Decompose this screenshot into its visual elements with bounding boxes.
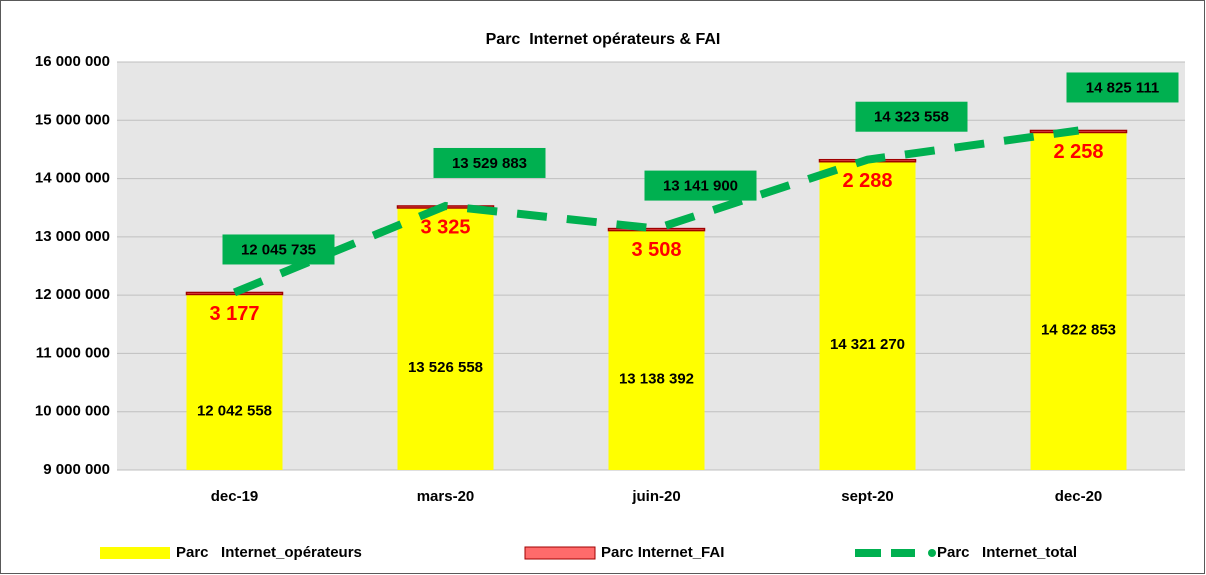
legend-label: Parc Internet_total [937, 544, 1077, 561]
value-label: 3 508 [631, 239, 681, 261]
value-label: 13 529 883 [452, 155, 527, 172]
value-label: 13 526 558 [408, 359, 483, 376]
label-box [1066, 72, 1179, 103]
legend-swatch [100, 547, 170, 559]
x-tick-label: sept-20 [841, 488, 894, 505]
y-tick-label: 15 000 000 [35, 111, 110, 128]
bar [185, 291, 284, 296]
value-label: 3 177 [209, 303, 259, 325]
value-label: 14 321 270 [830, 336, 905, 353]
x-tick-label: dec-19 [211, 488, 259, 505]
label-box [644, 170, 757, 201]
value-label: 2 258 [1053, 141, 1103, 163]
value-label: 14 822 853 [1041, 321, 1116, 338]
x-tick-label: juin-20 [631, 488, 680, 505]
value-label: 2 288 [842, 170, 892, 192]
y-tick-label: 10 000 000 [35, 403, 110, 420]
value-label: 12 045 735 [241, 241, 316, 258]
value-label: 13 138 392 [619, 370, 694, 387]
bar [819, 159, 916, 470]
line [232, 126, 1080, 297]
bar [608, 228, 705, 470]
bar [1030, 130, 1127, 471]
bar [186, 292, 283, 470]
value-label: 12 042 558 [197, 402, 272, 419]
bar [607, 227, 706, 232]
y-tick-label: 9 000 000 [43, 461, 110, 478]
y-tick-label: 16 000 000 [35, 53, 110, 70]
y-tick-label: 11 000 000 [36, 344, 110, 361]
y-tick-label: 12 000 000 [35, 286, 110, 303]
label-box [222, 234, 335, 265]
label-box [855, 101, 968, 132]
legend-label: Parc Internet_FAI [601, 544, 724, 561]
chart-title: Parc Internet opérateurs & FAI [486, 31, 721, 48]
legend-label: Parc Internet_opérateurs [176, 544, 362, 561]
y-tick-label: 13 000 000 [35, 228, 110, 245]
x-tick-label: mars-20 [417, 488, 475, 505]
value-label: 14 323 558 [874, 109, 949, 126]
bar [397, 206, 494, 471]
label-box [433, 147, 546, 178]
x-tick-label: dec-20 [1055, 488, 1103, 505]
value-label: 14 825 111 [1086, 79, 1159, 96]
value-label: 13 141 900 [663, 178, 738, 195]
legend-swatch [524, 546, 596, 560]
y-tick-label: 14 000 000 [35, 170, 110, 187]
value-label: 3 325 [420, 216, 470, 238]
legend-swatch [928, 549, 936, 557]
